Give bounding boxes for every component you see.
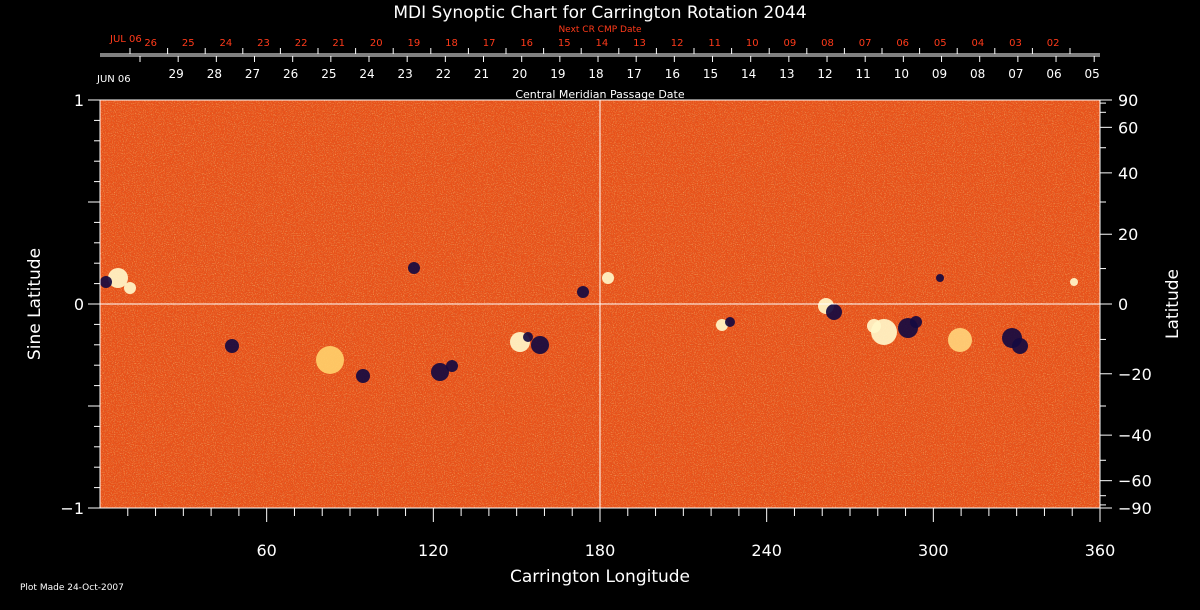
cmp-date-label: 25: [321, 67, 336, 81]
cmp-date-label: 11: [856, 67, 871, 81]
cmp-date-label: 22: [436, 67, 451, 81]
next-cr-date-label: 23: [257, 38, 270, 49]
y-axis-label-left: Sine Latitude: [25, 248, 45, 360]
x-axis: 60 120 180 240 300 360: [127, 508, 1116, 560]
cmp-date-label: 16: [665, 67, 680, 81]
y-tick-label-left: 1: [74, 91, 84, 110]
y-tick-label-right: −90: [1118, 499, 1152, 518]
next-cr-date-label: 24: [220, 38, 233, 49]
y-axis-right: 90 60 40 20 0 −20 −40 −60 −90: [1100, 91, 1152, 518]
x-tick-label: 180: [585, 541, 616, 560]
next-cr-date-label: 22: [295, 38, 308, 49]
y-tick-label-right: 40: [1118, 164, 1138, 183]
next-cr-date-label: 17: [483, 38, 496, 49]
cmp-date-label: 07: [1008, 67, 1023, 81]
next-cr-date-label: 02: [1047, 38, 1060, 49]
plot-made-note: Plot Made 24-Oct-2007: [20, 583, 124, 593]
next-cr-date-label: 04: [972, 38, 985, 49]
cmp-date-label: 19: [550, 67, 565, 81]
next-cr-date-label: 20: [370, 38, 383, 49]
next-cr-date-label: 14: [596, 38, 609, 49]
y-tick-label-left: −1: [60, 499, 84, 518]
cmp-date-label: 21: [474, 67, 489, 81]
cmp-date-label: 06: [1046, 67, 1061, 81]
y-tick-label-right: 60: [1118, 118, 1138, 137]
y-axis-left: 1 0 −1: [60, 91, 100, 518]
cmp-axis-title: Central Meridian Passage Date: [515, 88, 684, 101]
x-tick-label: 360: [1085, 541, 1116, 560]
next-cr-date-label: 09: [784, 38, 797, 49]
next-cr-date-label: 18: [445, 38, 458, 49]
y-axis-label-right: Latitude: [1163, 269, 1183, 339]
cmp-date-label: 28: [207, 67, 222, 81]
next-cr-date-label: 13: [633, 38, 646, 49]
next-cr-date-label: 07: [859, 38, 872, 49]
next-cr-date-label: 16: [520, 38, 533, 49]
next-cr-date-label: 05: [934, 38, 947, 49]
x-tick-label: 240: [751, 541, 782, 560]
cmp-date-label: 29: [169, 67, 184, 81]
y-tick-label-right: 90: [1118, 91, 1138, 110]
y-tick-label-right: 0: [1118, 295, 1128, 314]
cmp-date-label: 27: [245, 67, 260, 81]
cmp-date-label: 24: [359, 67, 374, 81]
y-tick-label-right: −60: [1118, 472, 1152, 491]
cmp-date-label: 09: [932, 67, 947, 81]
next-cr-date-label: 08: [821, 38, 834, 49]
cmp-date-label: 17: [627, 67, 642, 81]
y-tick-label-right: 20: [1118, 225, 1138, 244]
y-tick-label-right: −40: [1118, 426, 1152, 445]
cmp-date-label: 13: [779, 67, 794, 81]
cmp-date-label: 14: [741, 67, 756, 81]
next-cr-date-label: 10: [746, 38, 759, 49]
next-cr-date-label: 12: [671, 38, 684, 49]
cmp-date-label: 10: [894, 67, 909, 81]
x-tick-label: 300: [918, 541, 949, 560]
next-cr-date-label: 19: [408, 38, 421, 49]
x-axis-label: Carrington Longitude: [510, 567, 690, 587]
next-cr-axis: 26 25 24 23 22 21 20 19 18 17 16 15 14 13 12 11 10 09 08 07…: [100, 38, 1100, 55]
x-tick-label: 120: [418, 541, 449, 560]
cmp-date-label: 12: [817, 67, 832, 81]
next-cr-start-label: JUL 06: [109, 34, 142, 45]
cmp-date-label: 20: [512, 67, 527, 81]
next-cr-date-label: 15: [558, 38, 571, 49]
next-cr-date-label: 03: [1009, 38, 1022, 49]
cmp-date-label: 08: [970, 67, 985, 81]
next-cr-title: Next CR CMP Date: [558, 25, 642, 35]
cmp-date-label: 15: [703, 67, 718, 81]
next-cr-date-label: 25: [182, 38, 195, 49]
next-cr-date-label: 06: [896, 38, 909, 49]
cmp-date-label: 18: [588, 67, 603, 81]
cmp-date-axis: 29 28 27 26 25 24 23 22 21 20 19 18 17 16 15 14 13 12 11 10…: [100, 55, 1100, 81]
y-tick-label-left: 0: [74, 295, 84, 314]
chart-title: MDI Synoptic Chart for Carrington Rotati…: [393, 3, 806, 23]
x-tick-label: 60: [256, 541, 276, 560]
cmp-date-label: 26: [283, 67, 298, 81]
y-tick-label-right: −20: [1118, 365, 1152, 384]
next-cr-date-label: 11: [708, 38, 721, 49]
cmp-date-label: 05: [1085, 67, 1100, 81]
next-cr-date-label: 21: [332, 38, 345, 49]
cmp-date-label: 23: [398, 67, 413, 81]
cmp-start-label: JUN 06: [96, 74, 131, 85]
magnetogram-map: [99, 99, 1101, 509]
next-cr-date-label: 26: [144, 38, 157, 49]
